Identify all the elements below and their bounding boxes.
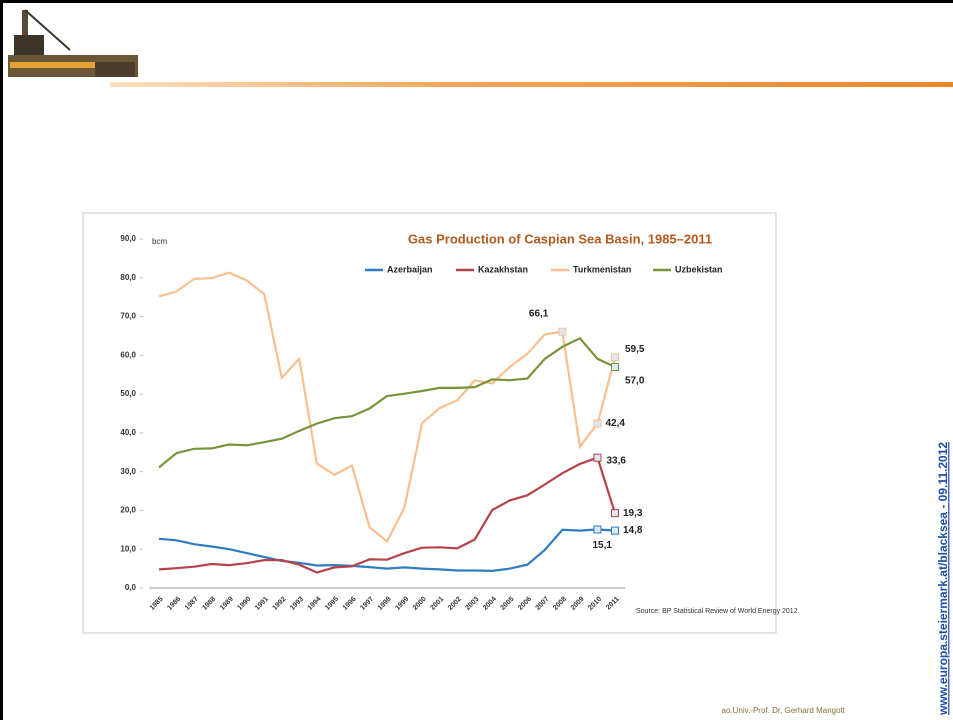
- y-tick-label: 80,0: [120, 273, 136, 282]
- left-border: [0, 0, 3, 720]
- point-marker: [611, 353, 619, 362]
- value-label: 57,0: [625, 376, 645, 387]
- chart-frame: [82, 212, 777, 634]
- value-label: 14,8: [623, 525, 643, 536]
- oil-rig-icon: [8, 9, 138, 77]
- point-marker: [558, 327, 567, 336]
- y-tick-label: 50,0: [120, 389, 136, 398]
- value-label: 15,1: [592, 540, 612, 551]
- value-label: 42,4: [605, 418, 625, 429]
- series-line: [158, 456, 617, 574]
- footer-author: ao.Univ.-Prof. Dr. Gerhard Mangott: [722, 706, 846, 715]
- y-tick-label: 20,0: [120, 506, 136, 515]
- value-label: 19,3: [623, 508, 643, 519]
- side-link: www.europa.steiermark.at/blacksea - 09.1…: [936, 442, 950, 716]
- legend-label: Kazakhstan: [478, 264, 528, 274]
- point-marker: [611, 362, 619, 371]
- point-marker: [611, 526, 619, 535]
- y-unit: bcm: [152, 237, 167, 246]
- series-line: [158, 528, 616, 573]
- legend-label: Turkmenistan: [573, 264, 631, 274]
- point-marker: [593, 453, 602, 462]
- top-border: [0, 0, 953, 3]
- legend-label: Azerbaijan: [387, 264, 433, 274]
- value-label: 66,1: [529, 308, 549, 319]
- y-tick-label: 30,0: [120, 467, 136, 476]
- y-tick-label: 10,0: [120, 544, 136, 553]
- y-tick-label: 60,0: [120, 350, 136, 359]
- point-marker: [593, 525, 602, 534]
- point-marker: [611, 509, 619, 518]
- y-tick-label: 70,0: [120, 312, 136, 321]
- y-tick-label: 90,0: [120, 234, 136, 243]
- value-label: 59,5: [625, 344, 645, 355]
- source-note: Source: BP Statistical Review of World E…: [636, 608, 798, 615]
- chart-title: Gas Production of Caspian Sea Basin, 198…: [408, 231, 712, 246]
- header-rule: [110, 82, 953, 87]
- value-label: 33,6: [606, 455, 626, 466]
- point-marker: [593, 419, 602, 428]
- y-tick-label: 40,0: [120, 428, 136, 437]
- series-line: [158, 336, 616, 469]
- series-line: [158, 271, 617, 544]
- legend-label: Uzbekistan: [675, 264, 723, 274]
- y-tick-label: 0,0: [125, 583, 137, 592]
